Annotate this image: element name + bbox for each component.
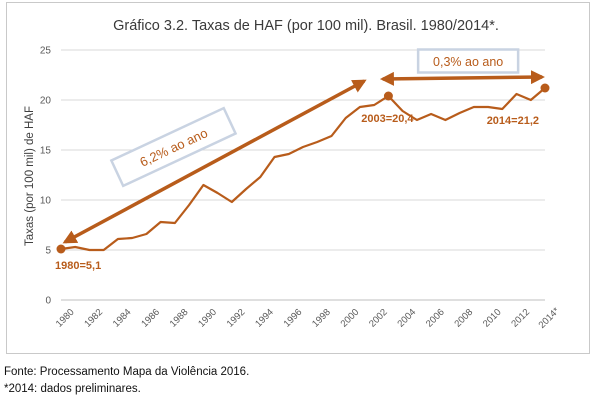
trend-label-frame [416, 48, 520, 74]
start-point-label: 1980=5,1 [55, 260, 101, 272]
x-tick-label: 1988 [168, 307, 191, 330]
y-tick-label: 20 [40, 96, 52, 107]
trend-arrow-1980-2003 [62, 79, 367, 244]
y-axis-label: Taxas (por 100 mil) de HAF [24, 106, 36, 246]
x-tick-label: 1984 [111, 307, 134, 330]
x-tick-label: 1982 [82, 307, 105, 330]
y-tick-label: 25 [40, 46, 52, 57]
end-point-label: 2014=21,2 [487, 115, 539, 127]
line-chart: Gráfico 3.2. Taxas de HAF (por 100 mil).… [24, 18, 563, 331]
preliminary-note: *2014: dados preliminares. [4, 383, 141, 395]
start-point [56, 244, 66, 254]
x-tick-label: 2012 [509, 307, 532, 330]
x-tick-label: 2004 [396, 307, 419, 330]
x-tick-label: 2014* [537, 305, 563, 331]
source-note: Fonte: Processamento Mapa da Violência 2… [4, 366, 250, 378]
trend-label-box-2: 0,3% ao ano [416, 48, 520, 74]
x-tick-label: 1986 [139, 307, 162, 330]
x-tick-label: 2008 [452, 307, 475, 330]
x-tick-label: 1992 [225, 307, 248, 330]
end-point [540, 83, 550, 93]
x-tick-label: 1996 [282, 307, 305, 330]
trend-label-box-1: 6,2% ao ano [109, 106, 238, 188]
trend-label-frame [109, 106, 238, 188]
x-tick-label: 2006 [424, 307, 447, 330]
x-tick-label: 2000 [339, 307, 362, 330]
x-tick-label: 2010 [481, 307, 504, 330]
y-tick-label: 15 [40, 146, 52, 157]
y-tick-label: 5 [45, 246, 51, 257]
y-tick-label: 0 [45, 296, 51, 307]
x-tick-label: 1990 [196, 307, 219, 330]
x-tick-label: 2002 [367, 307, 390, 330]
x-tick-label: 1980 [54, 307, 77, 330]
trend-label-2: 0,3% ao ano [433, 55, 503, 69]
y-tick-label: 10 [40, 196, 52, 207]
mid-point [383, 91, 393, 101]
chart-frame [6, 2, 590, 354]
x-tick-label: 1998 [310, 307, 333, 330]
trend-arrow-2003-2014 [379, 70, 545, 86]
mid-point-label: 2003=20,4 [361, 113, 414, 125]
data-series-line [60, 87, 546, 252]
chart-title: Gráfico 3.2. Taxas de HAF (por 100 mil).… [113, 18, 499, 34]
x-tick-label: 1994 [253, 307, 276, 330]
